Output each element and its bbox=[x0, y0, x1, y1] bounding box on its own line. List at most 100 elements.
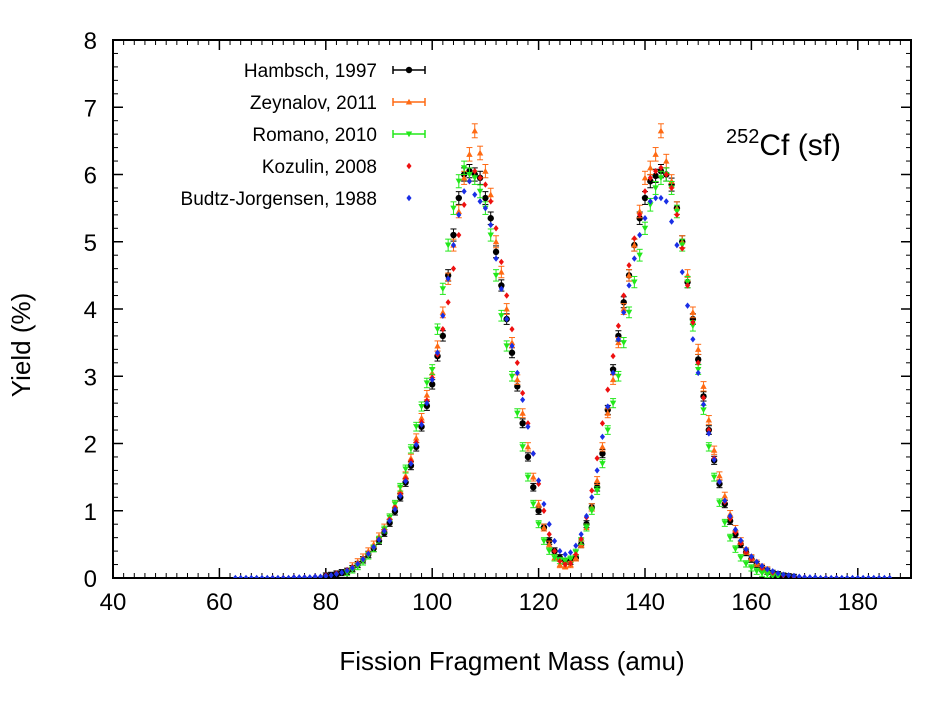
data-point bbox=[487, 191, 494, 198]
data-point bbox=[791, 572, 797, 578]
data-point bbox=[732, 526, 738, 533]
data-point bbox=[445, 299, 451, 306]
data-point bbox=[349, 564, 355, 572]
data-point bbox=[466, 178, 472, 185]
isotope-annotation: 252Cf (sf) bbox=[726, 126, 841, 162]
data-point bbox=[471, 175, 478, 182]
data-point bbox=[455, 208, 462, 215]
series-layer bbox=[232, 123, 893, 578]
data-point bbox=[445, 275, 451, 282]
series-3 bbox=[343, 160, 782, 578]
y-axis-title: Yield (%) bbox=[6, 293, 36, 398]
y-tick-label: 2 bbox=[84, 432, 97, 459]
data-point bbox=[685, 282, 691, 289]
data-point bbox=[328, 572, 334, 578]
data-point bbox=[775, 570, 781, 577]
y-tick-label: 5 bbox=[84, 230, 97, 257]
data-point bbox=[413, 424, 420, 430]
data-point bbox=[460, 165, 468, 171]
data-point bbox=[498, 268, 505, 275]
data-point bbox=[403, 477, 409, 485]
data-point bbox=[865, 574, 871, 578]
data-point bbox=[238, 574, 244, 578]
data-point bbox=[408, 460, 414, 467]
data-point bbox=[264, 574, 270, 578]
data-point bbox=[609, 400, 617, 407]
data-point bbox=[508, 373, 516, 380]
data-point bbox=[620, 340, 627, 346]
data-point bbox=[519, 410, 526, 416]
data-point bbox=[669, 184, 675, 192]
data-point bbox=[477, 174, 483, 182]
data-point bbox=[674, 241, 680, 249]
data-point bbox=[700, 383, 707, 389]
x-tick-label: 60 bbox=[206, 589, 233, 616]
data-point bbox=[508, 339, 516, 346]
data-point bbox=[444, 242, 452, 249]
data-point bbox=[573, 551, 579, 558]
data-point bbox=[546, 521, 552, 528]
data-point bbox=[488, 198, 494, 205]
data-point bbox=[679, 245, 685, 252]
data-point bbox=[418, 414, 425, 421]
data-point bbox=[588, 508, 595, 514]
data-point bbox=[871, 574, 877, 578]
data-point bbox=[450, 265, 457, 272]
data-point bbox=[828, 574, 834, 578]
data-point bbox=[562, 561, 568, 568]
data-point bbox=[599, 461, 606, 467]
legend-item: Romano, 2010 bbox=[252, 125, 426, 146]
data-point bbox=[668, 178, 675, 184]
data-point bbox=[689, 323, 697, 330]
data-point bbox=[620, 305, 627, 312]
data-point bbox=[450, 241, 457, 249]
data-point bbox=[317, 573, 324, 578]
data-point bbox=[413, 434, 420, 441]
data-point bbox=[275, 574, 281, 578]
data-point bbox=[621, 309, 627, 316]
data-point bbox=[716, 478, 723, 486]
y-tick-label: 7 bbox=[84, 95, 97, 122]
data-point bbox=[492, 272, 500, 279]
data-point bbox=[498, 258, 504, 266]
data-point bbox=[567, 560, 574, 567]
data-point bbox=[413, 441, 419, 449]
plot-border bbox=[112, 39, 912, 579]
data-point bbox=[663, 198, 669, 205]
data-point bbox=[653, 167, 659, 175]
data-point bbox=[492, 238, 500, 245]
data-point bbox=[461, 188, 467, 195]
data-point bbox=[710, 447, 718, 453]
data-point bbox=[583, 525, 590, 531]
legend-item: Zeynalov, 2011 bbox=[250, 93, 426, 114]
data-point bbox=[333, 570, 339, 578]
data-point bbox=[487, 215, 494, 222]
data-point bbox=[881, 574, 887, 578]
data-point bbox=[706, 426, 712, 434]
data-point bbox=[397, 492, 403, 500]
data-point bbox=[466, 151, 473, 157]
data-point bbox=[663, 171, 669, 178]
data-point bbox=[833, 574, 840, 578]
data-point bbox=[418, 403, 425, 410]
data-point bbox=[503, 305, 510, 312]
data-point bbox=[695, 359, 701, 366]
data-point bbox=[525, 420, 531, 427]
data-point bbox=[546, 531, 552, 538]
data-point bbox=[504, 315, 510, 323]
series-2 bbox=[349, 123, 771, 574]
data-point bbox=[770, 568, 776, 575]
data-point bbox=[641, 194, 649, 202]
data-point bbox=[742, 561, 750, 568]
data-point bbox=[450, 231, 457, 239]
data-point bbox=[732, 546, 739, 553]
data-point bbox=[710, 474, 718, 481]
data-point bbox=[557, 547, 563, 555]
data-point bbox=[541, 500, 547, 508]
data-point bbox=[626, 282, 632, 289]
data-point bbox=[504, 292, 510, 299]
data-point bbox=[498, 313, 505, 319]
data-point bbox=[429, 381, 436, 388]
legend-marker bbox=[406, 162, 412, 170]
data-point bbox=[759, 562, 765, 570]
